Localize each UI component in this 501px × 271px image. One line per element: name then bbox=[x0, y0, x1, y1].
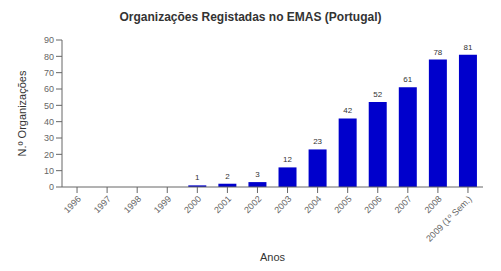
svg-text:Anos: Anos bbox=[260, 251, 286, 263]
svg-text:2004: 2004 bbox=[302, 194, 323, 215]
svg-text:2008: 2008 bbox=[423, 194, 444, 215]
svg-text:2006: 2006 bbox=[362, 194, 383, 215]
svg-text:80: 80 bbox=[44, 52, 54, 62]
svg-text:2002: 2002 bbox=[242, 194, 263, 215]
svg-text:90: 90 bbox=[44, 35, 54, 45]
svg-text:2005: 2005 bbox=[332, 194, 353, 215]
svg-text:3: 3 bbox=[255, 170, 260, 179]
svg-text:1999: 1999 bbox=[152, 194, 173, 215]
svg-text:10: 10 bbox=[44, 166, 54, 176]
svg-text:30: 30 bbox=[44, 133, 54, 143]
svg-text:81: 81 bbox=[463, 43, 472, 52]
svg-text:70: 70 bbox=[44, 68, 54, 78]
svg-text:60: 60 bbox=[44, 84, 54, 94]
svg-text:2003: 2003 bbox=[272, 194, 293, 215]
svg-text:20: 20 bbox=[44, 150, 54, 160]
svg-text:1998: 1998 bbox=[122, 194, 143, 215]
svg-text:2000: 2000 bbox=[182, 194, 203, 215]
svg-text:42: 42 bbox=[343, 106, 352, 115]
svg-text:78: 78 bbox=[433, 48, 442, 57]
svg-text:50: 50 bbox=[44, 101, 54, 111]
svg-text:N.º Organizações: N.º Organizações bbox=[16, 70, 28, 156]
svg-text:2: 2 bbox=[225, 172, 230, 181]
svg-text:1997: 1997 bbox=[92, 194, 113, 215]
svg-text:2001: 2001 bbox=[212, 194, 233, 215]
svg-text:23: 23 bbox=[313, 137, 322, 146]
html-text:Organizações Registadas no EMA: Organizações Registadas no EMAS (Portuga… bbox=[119, 10, 382, 24]
svg-text:0: 0 bbox=[49, 182, 54, 192]
svg-text:1: 1 bbox=[195, 173, 200, 182]
svg-text:61: 61 bbox=[403, 75, 412, 84]
svg-text:40: 40 bbox=[44, 117, 54, 127]
svg-text:2009 (1º Sem.): 2009 (1º Sem.) bbox=[424, 194, 474, 244]
svg-text:52: 52 bbox=[373, 90, 382, 99]
svg-text:2007: 2007 bbox=[393, 194, 414, 215]
svg-text:12: 12 bbox=[283, 155, 292, 164]
svg-text:1996: 1996 bbox=[62, 194, 83, 215]
